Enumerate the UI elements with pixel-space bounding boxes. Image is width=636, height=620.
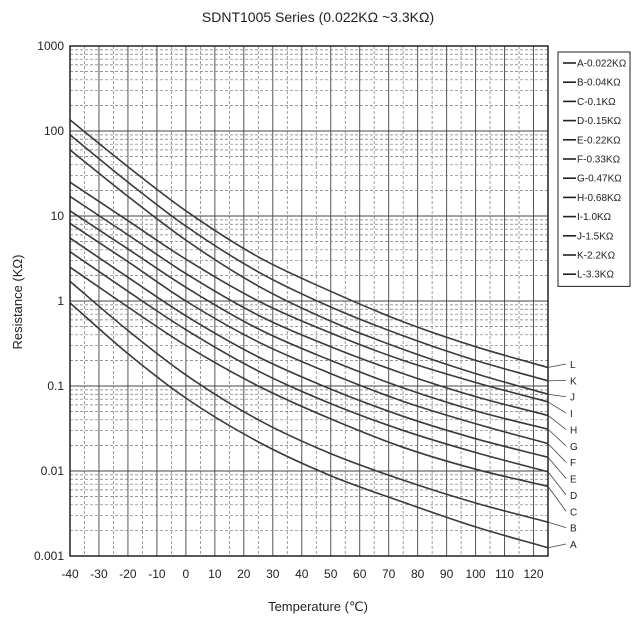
y-tick-label: 100 <box>44 124 64 138</box>
x-tick-label: 100 <box>466 567 486 581</box>
series-end-label-d: D <box>570 491 577 502</box>
x-tick-label: -20 <box>119 567 137 581</box>
series-end-leader-i <box>547 401 567 414</box>
y-tick-labels: 0.001 0.01 0.1 1 10 100 1000 <box>34 39 64 563</box>
series-end-label-h: H <box>570 425 577 436</box>
series-line-h <box>69 195 549 417</box>
series-end-label-a: A <box>570 540 577 551</box>
x-tick-label: 80 <box>411 567 425 581</box>
series-end-label-k: K <box>570 376 577 387</box>
legend-entry-e: E-0.22KΩ <box>577 135 621 146</box>
series-end-leader-c <box>547 486 567 512</box>
x-tick-label: 90 <box>440 567 454 581</box>
series-end-label-f: F <box>570 458 576 469</box>
legend-entry-a: A-0.022KΩ <box>577 59 627 70</box>
x-tick-labels: -40 -30 -20 -10 0 10 20 30 40 50 60 70 80 90 100 110 120 <box>61 567 544 581</box>
legend-entry-l: L-3.3KΩ <box>577 270 614 281</box>
x-tick-label: -30 <box>90 567 108 581</box>
series-end-label-e: E <box>570 475 577 486</box>
series-end-leader-j <box>547 393 567 398</box>
series-line-j <box>69 149 549 396</box>
plot-frame <box>69 45 549 557</box>
legend-entry-h: H-0.68KΩ <box>577 193 622 204</box>
x-tick-label: -40 <box>61 567 79 581</box>
x-tick-label: 110 <box>495 567 514 581</box>
legend-entry-j: J-1.5KΩ <box>577 231 614 242</box>
series-end-label-c: C <box>570 507 577 518</box>
y-tick-label: 1 <box>57 294 64 308</box>
legend-entry-k: K-2.2KΩ <box>577 251 616 262</box>
x-tick-label: 30 <box>266 567 280 581</box>
legend-box <box>557 51 631 287</box>
legend-entry-g: G-0.47KΩ <box>577 174 622 185</box>
series-end-leader-b <box>547 521 567 529</box>
y-tick-label: 10 <box>51 209 65 223</box>
series-end-label-g: G <box>570 442 578 453</box>
series-end-leader-a <box>547 543 567 549</box>
series-end-label-j: J <box>570 393 575 404</box>
series-line-e <box>69 237 549 459</box>
series-end-leader-l <box>547 363 567 368</box>
series-line-k <box>69 134 549 382</box>
series-line-c <box>69 266 549 488</box>
series-line-i <box>69 181 549 403</box>
series-end-leader-e <box>547 457 567 479</box>
series-lines <box>69 119 549 549</box>
legend-entry-c: C-0.1KΩ <box>577 97 616 108</box>
series-line-b <box>69 280 549 523</box>
legend-entry-f: F-0.33KΩ <box>577 155 621 166</box>
x-axis-label: Temperature (℃) <box>268 599 368 614</box>
x-tick-label: 50 <box>324 567 338 581</box>
series-line-l <box>69 119 549 369</box>
chart-title: SDNT1005 Series (0.022KΩ ~3.3KΩ) <box>202 9 434 25</box>
x-tick-label: 70 <box>382 567 396 581</box>
legend-entry-d: D-0.15KΩ <box>577 116 622 127</box>
legend: A-0.022KΩ B-0.04KΩ C-0.1KΩ D-0.15KΩ E-0.22KΩ… <box>557 51 631 287</box>
series-line-d <box>69 251 549 473</box>
x-tick-label: 20 <box>237 567 251 581</box>
y-axis-label: Resistance (KΩ) <box>10 255 25 350</box>
x-tick-label: 40 <box>295 567 309 581</box>
series-line-f <box>69 222 549 445</box>
x-tick-label: 60 <box>353 567 367 581</box>
y-tick-label: 0.1 <box>47 379 64 393</box>
series-end-label-l: L <box>570 360 576 371</box>
y-tick-label: 1000 <box>37 39 64 53</box>
series-line-a <box>69 302 549 549</box>
series-end-leader-g <box>547 428 567 447</box>
series-end-label-i: I <box>570 409 573 420</box>
legend-entry-b: B-0.04KΩ <box>577 78 621 89</box>
series-end-label-b: B <box>570 524 577 535</box>
series-end-leader-d <box>547 471 567 496</box>
series-line-g <box>69 210 549 431</box>
x-tick-label: 10 <box>208 567 222 581</box>
legend-entry-i: I-1.0KΩ <box>577 212 612 223</box>
x-tick-label: 0 <box>183 567 190 581</box>
grid <box>69 46 549 557</box>
y-tick-label: 0.01 <box>41 464 65 478</box>
series-end-leader-f <box>547 443 567 463</box>
x-tick-label: 120 <box>523 567 543 581</box>
y-tick-label: 0.001 <box>34 549 64 563</box>
x-tick-label: -10 <box>148 567 166 581</box>
series-end-leader-h <box>547 415 567 430</box>
